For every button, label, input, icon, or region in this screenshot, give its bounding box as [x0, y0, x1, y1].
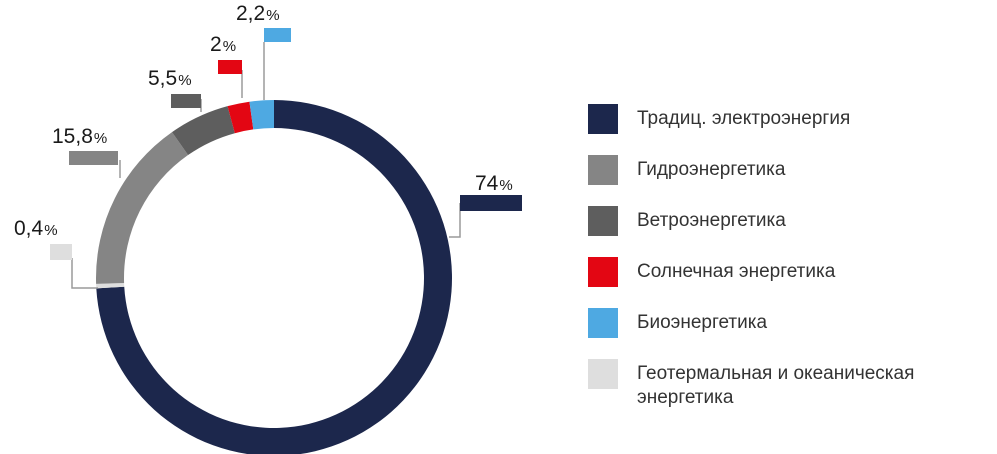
legend-label-line: энергетика	[637, 387, 734, 408]
donut-slice	[96, 282, 125, 289]
legend-label: Солнечная энергетика	[637, 261, 836, 282]
legend-label: Ветроэнергетика	[637, 210, 786, 231]
callout-tag	[460, 195, 522, 211]
callout-tag	[171, 94, 201, 108]
donut-slice	[96, 132, 189, 284]
value-label: 15,8%	[52, 125, 107, 148]
callout-tag	[69, 151, 118, 165]
value-label: 74%	[475, 172, 513, 195]
callout-line	[449, 203, 461, 238]
legend-label: Гидроэнергетика	[637, 159, 786, 180]
legend-swatch	[588, 359, 618, 389]
legend-label: Традиц. электроэнергия	[637, 108, 851, 129]
donut-slice	[172, 106, 235, 156]
legend-label: Биоэнергетика	[637, 312, 768, 333]
legend-swatch	[588, 206, 618, 236]
donut-slices	[96, 100, 452, 454]
callout-tag	[264, 28, 291, 42]
callout-line	[71, 258, 98, 289]
callout-tag	[218, 60, 242, 74]
value-labels: 74% 15,8% 5,5% 2%2,2% 0,4%	[14, 2, 513, 240]
legend-swatch	[588, 104, 618, 134]
legend-item-wind: Ветроэнергетика	[588, 206, 993, 257]
legend-item-geothermal: Геотермальная и океаническая энергетика	[588, 359, 993, 410]
legend-label: Геотермальная и океаническая энергетика	[637, 362, 914, 410]
callout-lines	[50, 28, 522, 289]
callout-tag	[50, 244, 72, 260]
value-label: 5,5%	[148, 67, 192, 90]
value-label: 0,4%	[14, 217, 58, 240]
legend-swatch	[588, 257, 618, 287]
legend-swatch	[588, 155, 618, 185]
legend-item-hydro: Гидроэнергетика	[588, 155, 993, 206]
legend: Традиц. электроэнергия Гидроэнергетика В…	[588, 104, 993, 410]
legend-label-line: Геотермальная и океаническая	[637, 363, 915, 384]
legend-item-traditional: Традиц. электроэнергия	[588, 104, 993, 155]
legend-swatch	[588, 308, 618, 338]
value-label: 2,2%	[236, 2, 280, 25]
value-label: 2%	[210, 33, 236, 56]
donut-slice	[227, 101, 254, 134]
donut-slice	[249, 100, 274, 130]
legend-item-bio: Биоэнергетика	[588, 308, 993, 359]
legend-item-solar: Солнечная энергетика	[588, 257, 993, 308]
